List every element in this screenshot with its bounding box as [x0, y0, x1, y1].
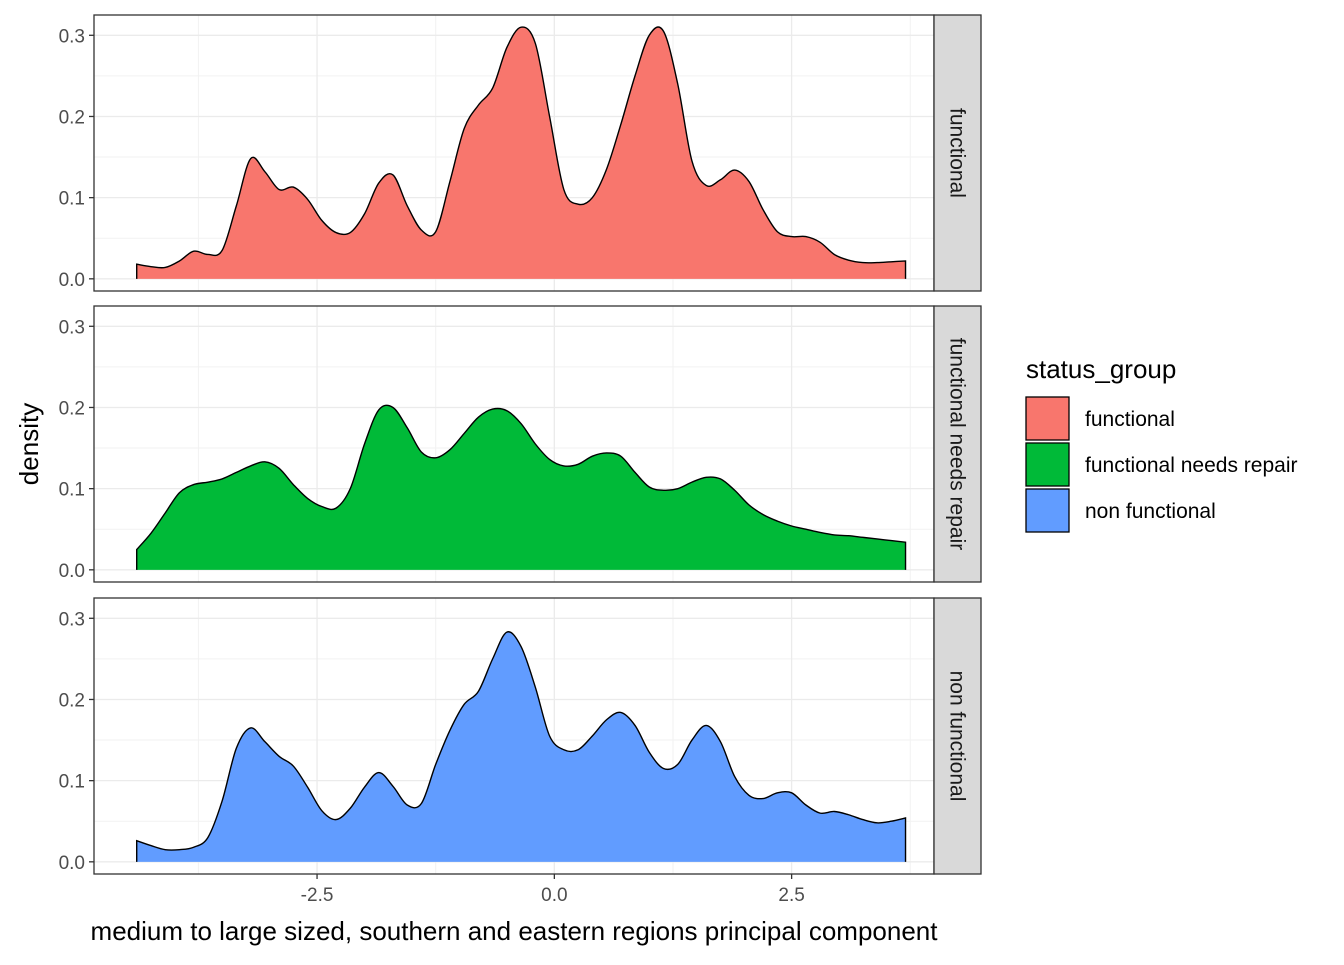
y-tick-label: 0.0 — [59, 270, 85, 291]
y-tick-label: 0.3 — [59, 26, 85, 47]
legend-title: status_group — [1026, 354, 1176, 384]
facet-panels: 0.0 0.1 0.2 0.3 functional 0.0 0.1 0.2 0.3 functi… — [59, 14, 982, 875]
facet-strip — [933, 14, 982, 292]
facet-panel-0: 0.0 0.1 0.2 0.3 functional — [59, 14, 982, 292]
x-tick-label: 2.5 — [778, 885, 804, 906]
x-axis: -2.5 0.0 2.5 — [301, 874, 805, 906]
facet-strip-label: non functional — [946, 671, 969, 802]
density-area — [136, 631, 906, 862]
legend: status_group functional functional needs … — [1025, 354, 1297, 533]
facet-panel-2: 0.0 0.1 0.2 0.3 non functional — [59, 597, 982, 875]
density-outline — [136, 26, 907, 279]
y-tick-label: 0.1 — [59, 772, 85, 793]
legend-key-swatch — [1025, 396, 1070, 441]
legend-key-label: functional needs repair — [1085, 454, 1297, 477]
legend-key-label: non functional — [1085, 500, 1216, 523]
y-tick-label: 0.2 — [59, 107, 85, 128]
y-tick-label: 0.2 — [59, 690, 85, 711]
y-tick-label: 0.2 — [59, 398, 85, 419]
y-tick-label: 0.3 — [59, 317, 85, 338]
density-outline — [136, 631, 907, 862]
facet-panel-1: 0.0 0.1 0.2 0.3 functional needs repair — [59, 305, 982, 583]
facet-strip — [933, 305, 982, 583]
facet-strip-label: functional needs repair — [946, 338, 969, 550]
x-tick-label: -2.5 — [301, 885, 334, 906]
density-area — [136, 405, 906, 570]
y-tick-label: 0.0 — [59, 561, 85, 582]
x-tick-label: 0.0 — [541, 885, 567, 906]
density-outline — [136, 404, 907, 570]
y-tick-label: 0.1 — [59, 189, 85, 210]
legend-key-swatch — [1025, 488, 1070, 533]
y-tick-label: 0.0 — [59, 853, 85, 874]
x-axis-title: medium to large sized, southern and east… — [91, 916, 939, 946]
density-area — [136, 26, 906, 279]
facet-strip — [933, 597, 982, 875]
legend-key-swatch — [1025, 442, 1070, 487]
y-axis-title: density — [14, 403, 44, 485]
legend-key-label: functional — [1085, 408, 1175, 431]
y-tick-label: 0.3 — [59, 609, 85, 630]
y-tick-label: 0.1 — [59, 480, 85, 501]
facet-strip-label: functional — [946, 108, 969, 198]
legend-keys: functional functional needs repair non fun… — [1025, 396, 1297, 533]
